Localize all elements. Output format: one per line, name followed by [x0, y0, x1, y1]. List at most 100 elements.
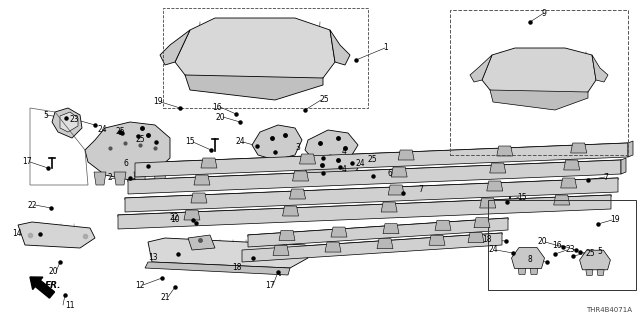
Polygon shape — [571, 143, 587, 153]
Text: 23: 23 — [565, 245, 575, 254]
Polygon shape — [194, 175, 210, 185]
Polygon shape — [300, 154, 316, 164]
Text: 20: 20 — [216, 113, 225, 122]
Text: FR.: FR. — [45, 281, 61, 290]
Polygon shape — [531, 268, 538, 275]
Text: 24: 24 — [488, 245, 498, 254]
Text: 16: 16 — [552, 241, 562, 250]
Text: 23: 23 — [69, 116, 79, 124]
Text: 21: 21 — [161, 292, 170, 301]
Polygon shape — [188, 235, 215, 250]
Text: 18: 18 — [232, 263, 242, 273]
Polygon shape — [18, 222, 95, 248]
Polygon shape — [470, 55, 492, 82]
Text: 6: 6 — [388, 169, 393, 178]
Polygon shape — [191, 193, 207, 203]
Text: 25: 25 — [115, 127, 125, 137]
Text: 18: 18 — [483, 236, 492, 244]
Text: 8: 8 — [527, 255, 532, 265]
Polygon shape — [398, 150, 414, 160]
Polygon shape — [592, 55, 608, 82]
Text: 7: 7 — [603, 172, 608, 181]
Polygon shape — [279, 230, 295, 240]
Text: 24: 24 — [97, 125, 107, 134]
Text: 20: 20 — [49, 268, 58, 276]
Text: 16: 16 — [212, 102, 222, 111]
Polygon shape — [391, 167, 407, 177]
Text: 17: 17 — [266, 281, 275, 290]
Text: 14: 14 — [12, 228, 22, 237]
Polygon shape — [474, 218, 490, 228]
Polygon shape — [282, 206, 298, 216]
Text: 10: 10 — [170, 215, 180, 225]
Polygon shape — [377, 239, 393, 249]
Text: 4: 4 — [342, 148, 347, 156]
Text: 13: 13 — [148, 253, 158, 262]
Text: 15: 15 — [186, 138, 195, 147]
Polygon shape — [383, 224, 399, 234]
Text: 1: 1 — [383, 44, 388, 52]
Polygon shape — [248, 218, 508, 247]
Polygon shape — [586, 270, 593, 276]
Polygon shape — [597, 270, 604, 276]
Polygon shape — [468, 233, 484, 243]
Polygon shape — [480, 198, 496, 208]
Polygon shape — [388, 185, 404, 195]
Polygon shape — [118, 195, 611, 229]
Text: 3: 3 — [295, 143, 300, 153]
Polygon shape — [518, 268, 525, 275]
Text: 5: 5 — [597, 247, 602, 257]
Polygon shape — [242, 233, 502, 262]
Polygon shape — [331, 227, 347, 237]
Polygon shape — [305, 155, 358, 185]
Polygon shape — [60, 112, 78, 132]
Text: 24: 24 — [236, 138, 245, 147]
Polygon shape — [628, 141, 633, 157]
Text: 25: 25 — [585, 249, 595, 258]
Text: 25: 25 — [367, 156, 376, 164]
Text: 24: 24 — [355, 158, 365, 167]
Text: 19: 19 — [154, 98, 163, 107]
Text: 6: 6 — [123, 158, 128, 167]
Polygon shape — [94, 172, 106, 185]
Polygon shape — [185, 75, 323, 100]
Polygon shape — [564, 160, 580, 170]
Polygon shape — [114, 172, 126, 185]
Polygon shape — [201, 158, 217, 168]
Text: 22: 22 — [170, 212, 179, 221]
Polygon shape — [490, 90, 588, 110]
Polygon shape — [289, 189, 305, 199]
Polygon shape — [511, 247, 545, 268]
Text: 17: 17 — [22, 157, 32, 166]
Polygon shape — [175, 18, 335, 88]
Polygon shape — [487, 181, 503, 191]
Polygon shape — [305, 130, 358, 162]
Polygon shape — [145, 262, 290, 275]
Bar — [163, 8, 368, 108]
Text: 25: 25 — [136, 135, 145, 145]
Polygon shape — [125, 178, 618, 212]
Polygon shape — [85, 122, 170, 180]
Polygon shape — [160, 30, 190, 65]
Polygon shape — [554, 195, 570, 205]
Polygon shape — [330, 30, 350, 65]
Text: 22: 22 — [28, 201, 37, 210]
Polygon shape — [52, 108, 82, 138]
Text: 4: 4 — [342, 165, 347, 174]
Bar — [488, 200, 636, 290]
Polygon shape — [497, 146, 513, 156]
Text: 11: 11 — [65, 300, 74, 309]
Text: 5: 5 — [43, 110, 48, 119]
Polygon shape — [128, 160, 621, 194]
Polygon shape — [325, 242, 341, 252]
Text: 19: 19 — [610, 215, 620, 225]
Text: 20: 20 — [538, 237, 547, 246]
Polygon shape — [490, 163, 506, 173]
Polygon shape — [561, 178, 577, 188]
Text: 12: 12 — [136, 281, 145, 290]
Polygon shape — [148, 238, 308, 268]
Polygon shape — [435, 220, 451, 230]
Polygon shape — [184, 210, 200, 220]
Polygon shape — [134, 172, 146, 185]
Text: 2: 2 — [108, 173, 112, 182]
